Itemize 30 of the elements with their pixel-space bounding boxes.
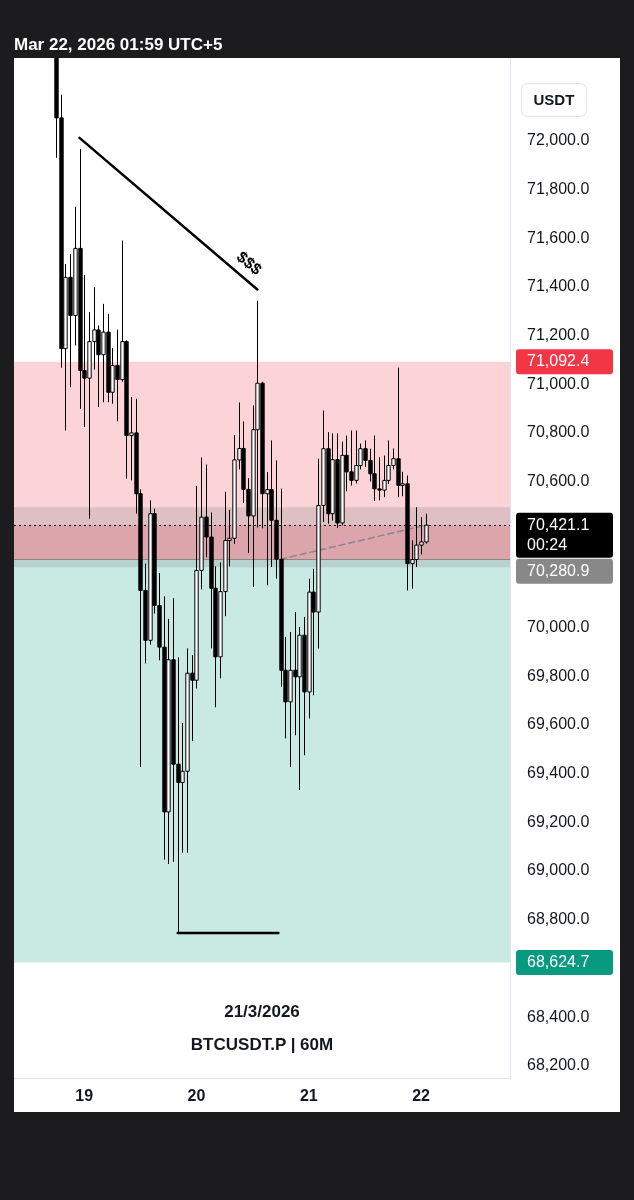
x-tick-label: 22 [412, 1087, 431, 1105]
y-tick-label: 69,600.0 [527, 715, 590, 733]
y-tick-label: 71,400.0 [527, 277, 590, 295]
y-tick-label: 69,000.0 [527, 861, 590, 879]
y-tick-label: 69,200.0 [527, 812, 590, 830]
y-axis-title: USDT [533, 90, 575, 108]
y-tick-label: 70,600.0 [527, 471, 590, 489]
chart-title: Mar 22, 2026 01:59 UTC+5 [14, 34, 223, 56]
annotation: BTCUSDT.P | 60M [190, 1034, 334, 1054]
y-tick-label: 72,000.0 [527, 131, 590, 149]
y-tick-label: 70,800.0 [527, 423, 590, 441]
y-tick-label: 68,400.0 [527, 1007, 590, 1025]
band-label: 68,624.7 [527, 952, 590, 970]
x-tick-label: 20 [187, 1087, 206, 1105]
band-label: 71,092.4 [527, 352, 590, 370]
x-tick-label: 19 [75, 1087, 94, 1105]
y-tick-label: 69,800.0 [527, 666, 590, 684]
y-tick-label: 69,400.0 [527, 764, 590, 782]
y-tick-label: 71,200.0 [527, 325, 590, 343]
y-tick-label: 71,000.0 [527, 374, 590, 392]
ref-line-label: 70,421.1 00:24 [527, 515, 590, 553]
y-tick-label: 71,600.0 [527, 228, 590, 246]
text: $$$ [233, 247, 266, 279]
ref-line-label: 70,280.9 [527, 561, 590, 579]
annotation: 21/3/2026 [224, 1001, 300, 1021]
y-tick-label: 70,000.0 [527, 618, 590, 636]
y-tick-label: 71,800.0 [527, 179, 590, 197]
y-tick-label: 68,800.0 [527, 910, 590, 928]
y-tick-label: 68,200.0 [527, 1056, 590, 1074]
x-tick-label: 21 [299, 1087, 318, 1105]
